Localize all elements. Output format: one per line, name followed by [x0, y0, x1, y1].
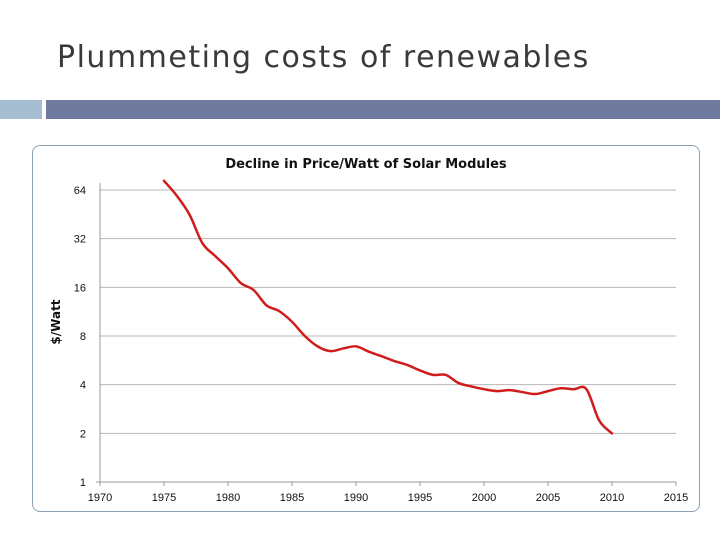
x-tick-label: 1975 — [152, 492, 176, 504]
x-tick-label: 1970 — [88, 492, 112, 504]
y-tick-label: 2 — [80, 428, 86, 440]
series-line — [162, 179, 614, 435]
header-accent-bar-left — [0, 100, 42, 119]
y-tick-label: 8 — [80, 331, 86, 343]
chart-frame — [32, 145, 700, 512]
slide-title: Plummeting costs of renewables — [57, 40, 590, 75]
y-axis-label: $/Watt — [49, 299, 63, 344]
x-tick-label: 1990 — [344, 492, 368, 504]
x-tick-label: 2010 — [600, 492, 624, 504]
x-tick-label: 1980 — [216, 492, 240, 504]
y-tick-label: 1 — [80, 477, 86, 489]
x-tick-label: 1995 — [408, 492, 432, 504]
x-tick-label: 1985 — [280, 492, 304, 504]
chart-title: Decline in Price/Watt of Solar Modules — [225, 157, 507, 172]
x-tick-label: 2005 — [536, 492, 560, 504]
y-tick-label: 64 — [74, 185, 86, 197]
x-tick-label: 2015 — [664, 492, 688, 504]
y-tick-label: 4 — [80, 380, 86, 392]
y-tick-label: 16 — [74, 282, 86, 294]
header-accent-bar-right — [46, 100, 720, 119]
y-tick-label: 32 — [74, 234, 86, 246]
x-tick-label: 2000 — [472, 492, 496, 504]
